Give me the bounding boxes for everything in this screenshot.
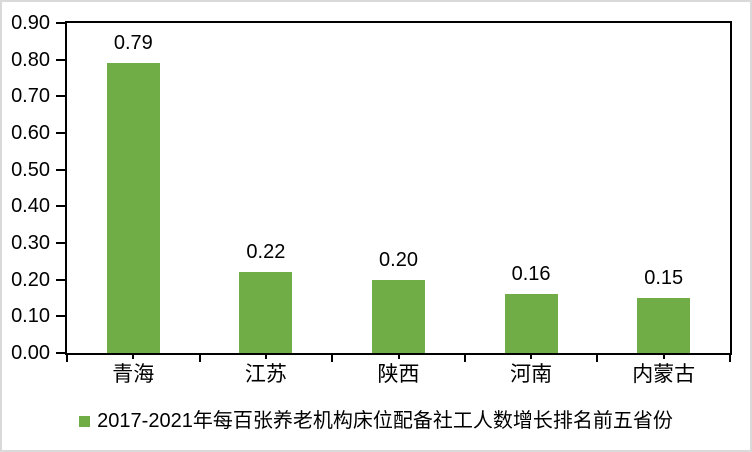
bar — [106, 63, 160, 353]
y-axis-tick-label: 0.80 — [11, 48, 50, 71]
bar — [372, 279, 425, 353]
x-axis-minor-tick — [264, 355, 267, 359]
bar-value-label: 0.20 — [379, 248, 418, 271]
y-axis-tick-label: 0.20 — [11, 268, 50, 291]
y-axis-tick — [56, 242, 65, 244]
x-axis-major-tick — [463, 353, 466, 362]
x-axis-minor-tick — [132, 355, 135, 359]
x-axis-category-label: 陕西 — [377, 363, 420, 386]
y-axis-tick-label: 0.30 — [11, 232, 50, 254]
bar-value-label: 0.79 — [113, 32, 153, 55]
x-axis-major-tick — [729, 353, 731, 362]
y-axis-tick — [56, 95, 65, 98]
y-axis-tick-label: 0.90 — [11, 12, 50, 34]
y-axis-tick — [56, 205, 65, 208]
x-axis-category-label: 内蒙古 — [632, 363, 696, 386]
y-axis-tick — [56, 168, 65, 171]
x-axis-minor-tick — [530, 355, 533, 359]
bar-value-label: 0.16 — [511, 263, 551, 286]
y-axis-tick — [56, 132, 65, 134]
bar — [239, 272, 293, 353]
bar-value-label: 0.22 — [246, 241, 286, 264]
y-axis-tick — [56, 278, 65, 281]
y-axis-tick — [56, 58, 65, 61]
x-axis-major-tick — [331, 353, 334, 362]
legend-series-marker — [79, 415, 91, 427]
legend: 2017-2021年每百张养老机构床位配备社工人数增长排名前五省份 — [0, 407, 752, 435]
y-axis-tick-label: 0.40 — [11, 195, 50, 218]
y-axis-tick-label: 0.10 — [11, 305, 50, 328]
bar — [637, 298, 691, 353]
y-axis-tick-label: 0.70 — [11, 85, 50, 108]
y-axis-tick — [56, 315, 65, 318]
y-axis-tick-label: 0.00 — [11, 342, 50, 364]
x-axis-major-tick — [66, 353, 68, 362]
bar — [504, 294, 558, 353]
plot-area — [65, 21, 732, 355]
x-axis-minor-tick — [662, 355, 665, 359]
y-axis-tick — [56, 22, 65, 24]
legend-series-label: 2017-2021年每百张养老机构床位配备社工人数增长排名前五省份 — [97, 410, 673, 432]
x-axis-major-tick — [198, 353, 201, 362]
y-axis-tick-label: 0.60 — [11, 122, 50, 144]
y-axis-tick-label: 0.50 — [11, 158, 50, 181]
x-axis-category-label: 江苏 — [244, 363, 287, 386]
x-axis-category-label: 河南 — [510, 363, 553, 386]
y-axis-tick — [56, 352, 65, 354]
x-axis-category-label: 青海 — [112, 363, 155, 386]
x-axis-major-tick — [596, 353, 599, 362]
x-axis-minor-tick — [397, 355, 400, 359]
bar-value-label: 0.15 — [644, 267, 684, 289]
